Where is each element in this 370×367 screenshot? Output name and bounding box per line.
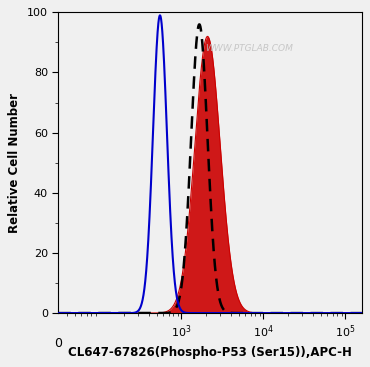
Text: 0: 0 [54, 337, 62, 350]
Y-axis label: Relative Cell Number: Relative Cell Number [9, 93, 21, 233]
X-axis label: CL647-67826(Phospho-P53 (Ser15)),APC-H: CL647-67826(Phospho-P53 (Ser15)),APC-H [68, 346, 352, 359]
Text: WWW.PTGLAB.COM: WWW.PTGLAB.COM [205, 44, 293, 53]
